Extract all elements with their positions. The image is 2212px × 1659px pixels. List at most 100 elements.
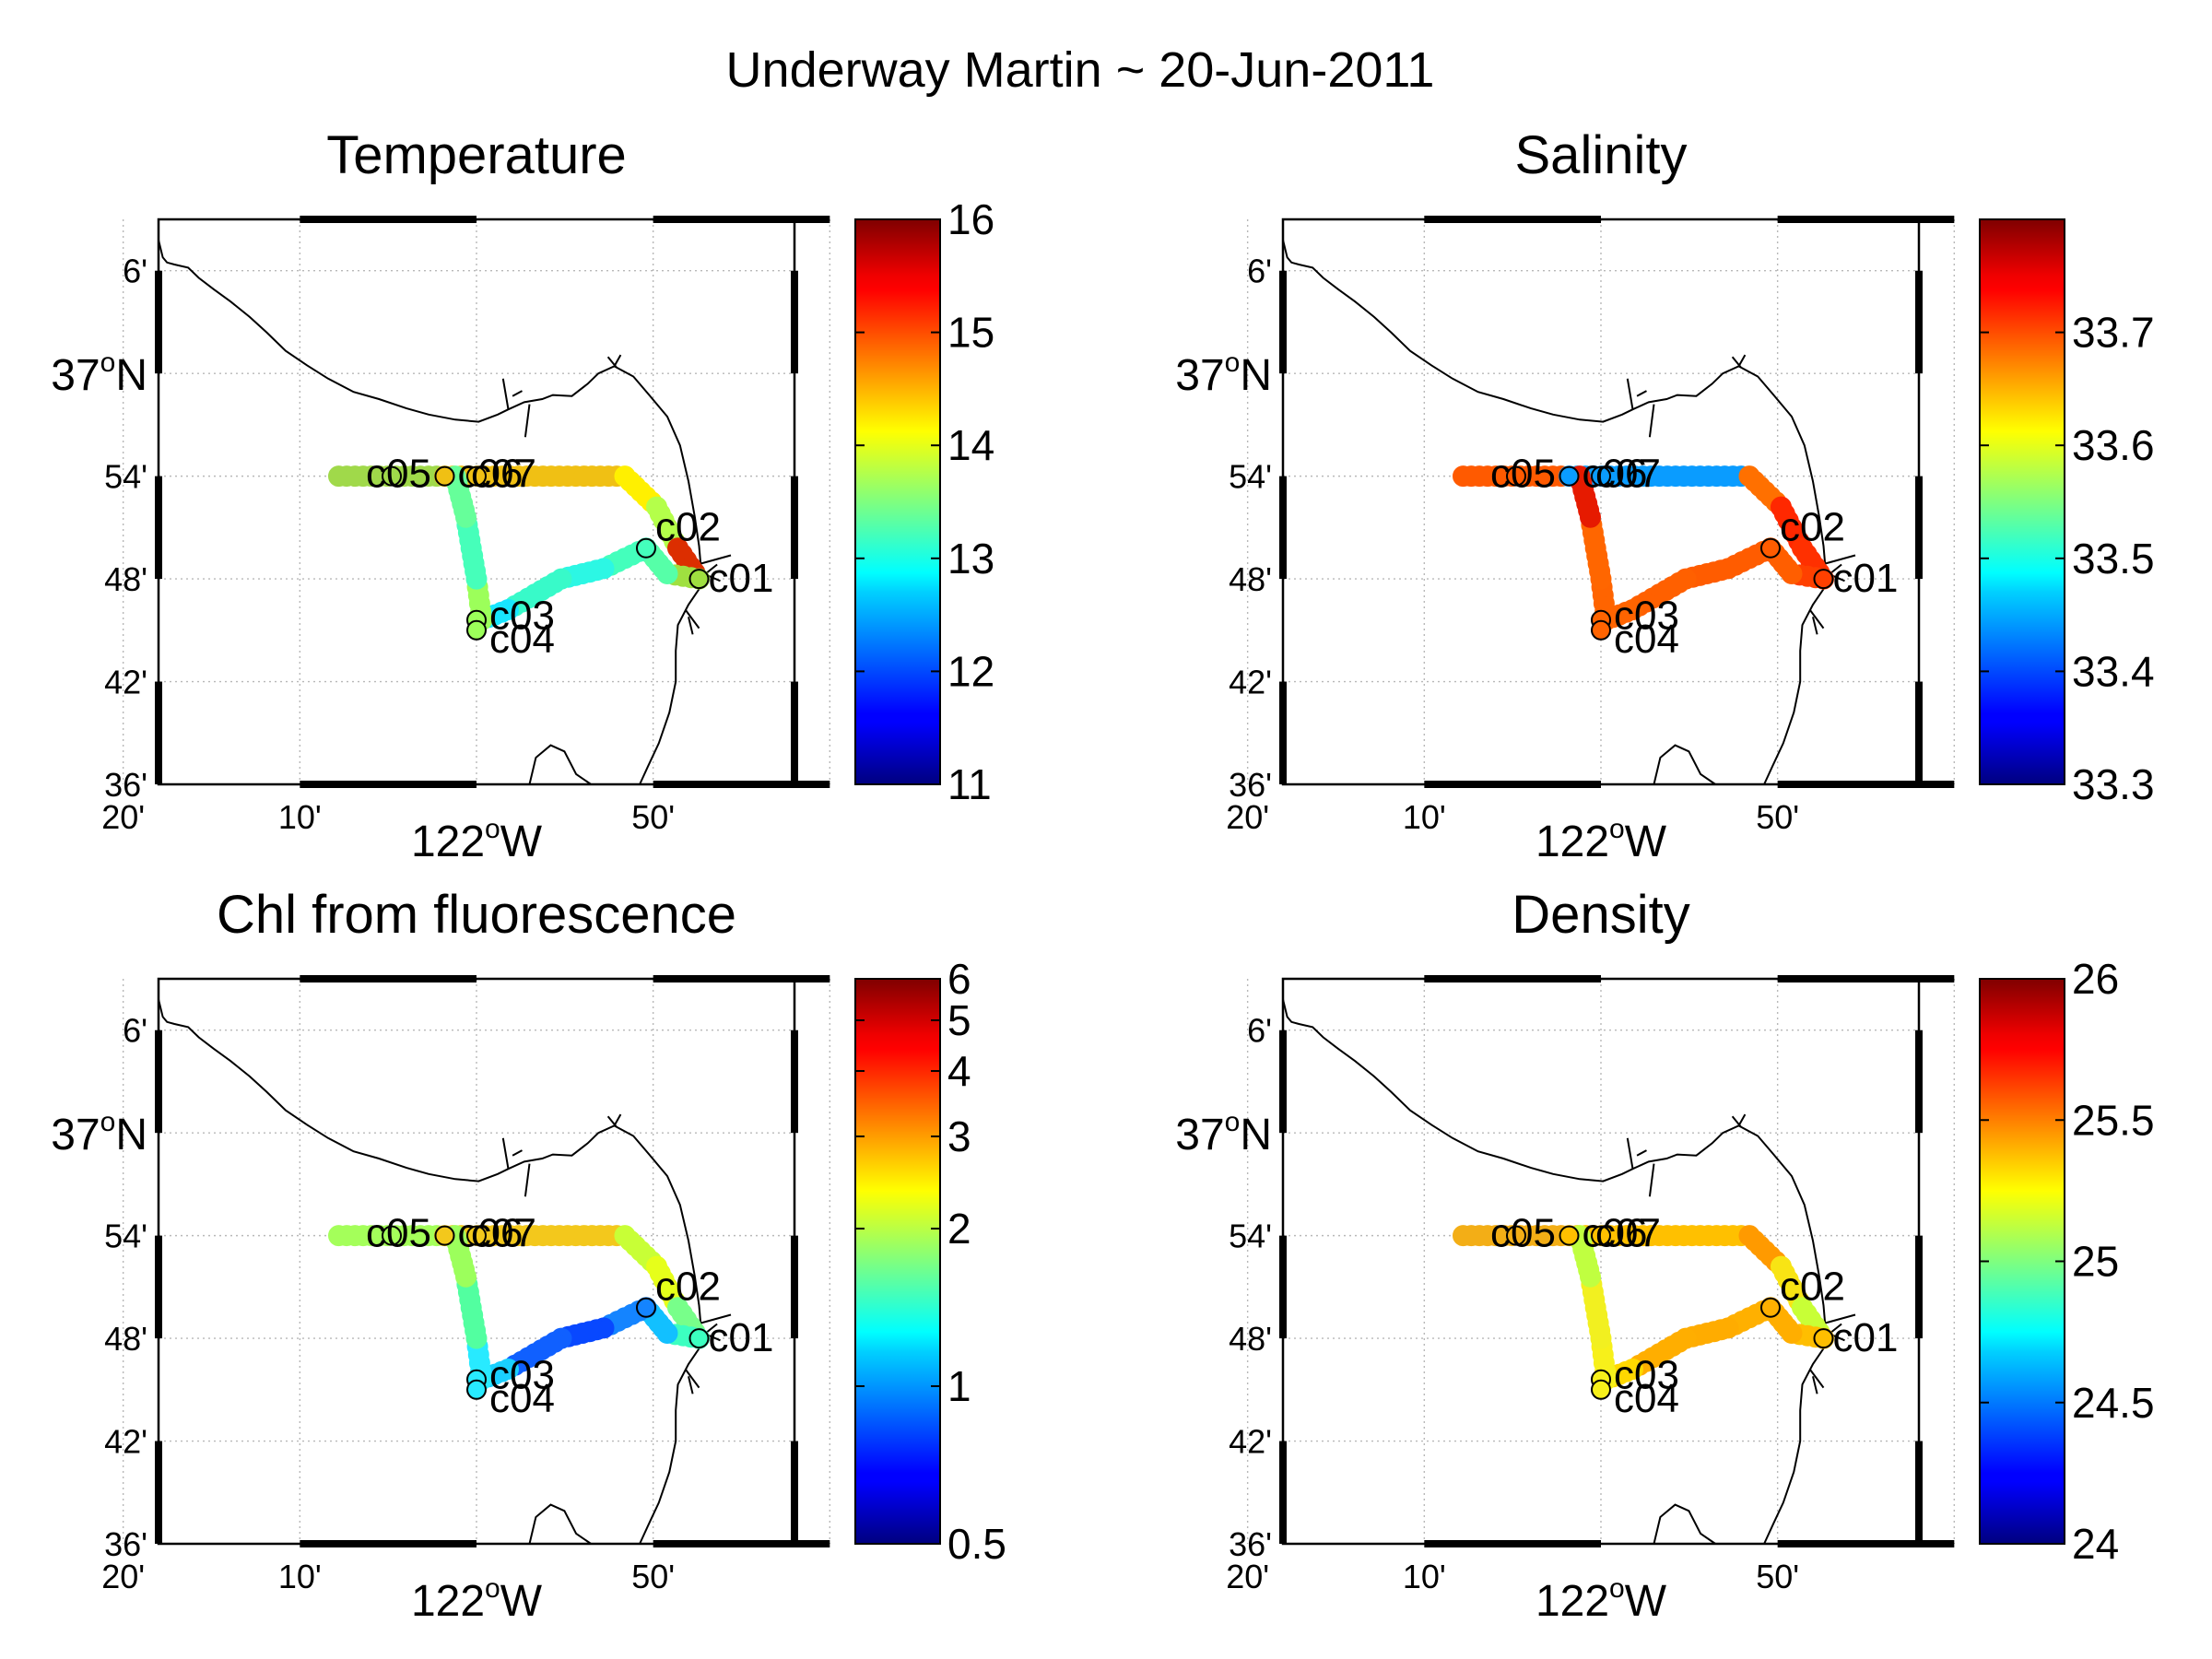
lon-tick-label: 50' xyxy=(1756,798,1799,836)
frame-band xyxy=(1279,681,1287,784)
colorbar-gradient xyxy=(1979,978,2065,1545)
station-label-c04: c04 xyxy=(1614,1376,1679,1421)
frame-band xyxy=(155,1441,162,1544)
frame-band xyxy=(155,681,162,784)
lat-tick-label: 48' xyxy=(1229,560,1272,598)
river-mouth xyxy=(1626,1137,1634,1170)
station-marker-c06 xyxy=(1559,1225,1580,1246)
river-mouth xyxy=(1648,1163,1655,1197)
lon-tick-label: 20' xyxy=(101,798,145,836)
frame-band xyxy=(1424,216,1601,223)
lon-tick-label: 50' xyxy=(631,798,675,836)
coastline-south xyxy=(1653,744,1716,785)
station-label-c03: c03 xyxy=(1614,594,1679,639)
colorbar-tick-label: 24 xyxy=(2072,1520,2119,1568)
lat-tick-label: 42' xyxy=(1229,664,1272,701)
station-label-c05: c05 xyxy=(366,1211,431,1256)
station-marker-c05 xyxy=(1506,465,1526,487)
lat-tick-label: 48' xyxy=(104,560,147,598)
station-label-c01: c01 xyxy=(1833,556,1899,601)
station-label-c07: c07 xyxy=(1595,1211,1661,1256)
station-label-c03: c03 xyxy=(489,594,555,639)
river-mouth xyxy=(1648,404,1655,438)
station-marker-c02 xyxy=(1760,537,1781,559)
lat-major-label: 37oN xyxy=(1175,347,1272,400)
colorbar-gradient xyxy=(1979,218,2065,785)
panel-title-chl: Chl from fluorescence xyxy=(217,885,736,945)
station-label-c07: c07 xyxy=(471,1211,536,1256)
colorbar-tick-label: 33.7 xyxy=(2072,309,2155,357)
station-marker-c04 xyxy=(466,1379,487,1400)
lon-tick-label: 50' xyxy=(631,1558,675,1595)
frame-band xyxy=(653,216,830,223)
river-mouth xyxy=(688,1376,694,1394)
station-label-c04: c04 xyxy=(489,617,555,662)
river-mouth xyxy=(700,1313,732,1324)
coastline xyxy=(158,999,702,1545)
coastline-south xyxy=(528,744,592,785)
frame-band xyxy=(1279,270,1287,374)
colorbar-tick-label: 0.5 xyxy=(947,1520,1006,1568)
panel-title-temperature: Temperature xyxy=(326,125,627,185)
lat-tick-label: 42' xyxy=(104,664,147,701)
station-marker-c05 xyxy=(1506,1225,1526,1246)
coastline xyxy=(1282,999,1827,1545)
frame-band xyxy=(653,781,830,788)
colorbar-tick-label: 5 xyxy=(947,996,971,1044)
river-mouth xyxy=(501,1137,510,1170)
lat-tick-label: 6' xyxy=(1247,253,1272,290)
river-mouth xyxy=(524,1163,531,1197)
colorbar-tick-label: 13 xyxy=(947,535,994,582)
colorbar-tick-label: 14 xyxy=(947,421,994,469)
river-mouth xyxy=(501,378,510,410)
colorbar-gradient xyxy=(854,978,941,1545)
colorbar-temperature: 16 15 14 13 12 11 xyxy=(854,195,994,808)
station-label-c01: c01 xyxy=(709,556,774,601)
river-mouth xyxy=(1737,1113,1747,1126)
station-marker-c02 xyxy=(636,1297,656,1318)
coastline-south xyxy=(1653,1503,1716,1545)
station-marker-c05 xyxy=(382,1225,402,1246)
ship-track xyxy=(1453,465,1834,631)
lon-major-label: 122oW xyxy=(411,1573,543,1626)
river-mouth xyxy=(1737,354,1747,367)
river-mouth xyxy=(1626,378,1634,410)
frame-band xyxy=(1279,1235,1287,1339)
river-mouth xyxy=(512,390,523,397)
station-label-c02: c02 xyxy=(1780,1265,1845,1310)
frame-band xyxy=(1279,476,1287,580)
lat-tick-label: 48' xyxy=(104,1320,147,1358)
frame-band xyxy=(300,1540,477,1547)
station-marker-c05 xyxy=(382,465,402,487)
station-label-c01: c01 xyxy=(1833,1315,1899,1360)
lat-tick-label: 54' xyxy=(104,1218,147,1255)
station-label-c03: c03 xyxy=(489,1353,555,1398)
station-label-c05: c05 xyxy=(1490,1211,1556,1256)
colorbar-tick-label: 6 xyxy=(947,955,971,1003)
river-mouth xyxy=(1808,608,1825,629)
river-mouth xyxy=(512,1149,523,1157)
river-mouth xyxy=(1731,1115,1742,1128)
station-label-c05: c05 xyxy=(1490,452,1556,497)
river-mouth xyxy=(606,1115,618,1128)
frame-band xyxy=(1915,270,1923,374)
river-mouth xyxy=(524,404,531,438)
station-label-c03: c03 xyxy=(1614,1353,1679,1398)
river-mouth xyxy=(1808,1368,1825,1389)
colorbar-tick-label: 26 xyxy=(2072,955,2119,1003)
river-mouth xyxy=(613,1113,622,1126)
lon-tick-label: 10' xyxy=(1403,798,1446,836)
colorbar-tick-label: 24.5 xyxy=(2072,1379,2155,1427)
frame-band xyxy=(1279,1030,1287,1134)
station-label-c05: c05 xyxy=(366,452,431,497)
lat-tick-label: 36' xyxy=(104,766,147,804)
river-mouth xyxy=(1825,1313,1856,1324)
lon-major-label: 122oW xyxy=(1535,814,1667,866)
frame-band xyxy=(1424,975,1601,982)
station-marker-c07 xyxy=(466,465,487,487)
lat-tick-label: 42' xyxy=(1229,1423,1272,1461)
